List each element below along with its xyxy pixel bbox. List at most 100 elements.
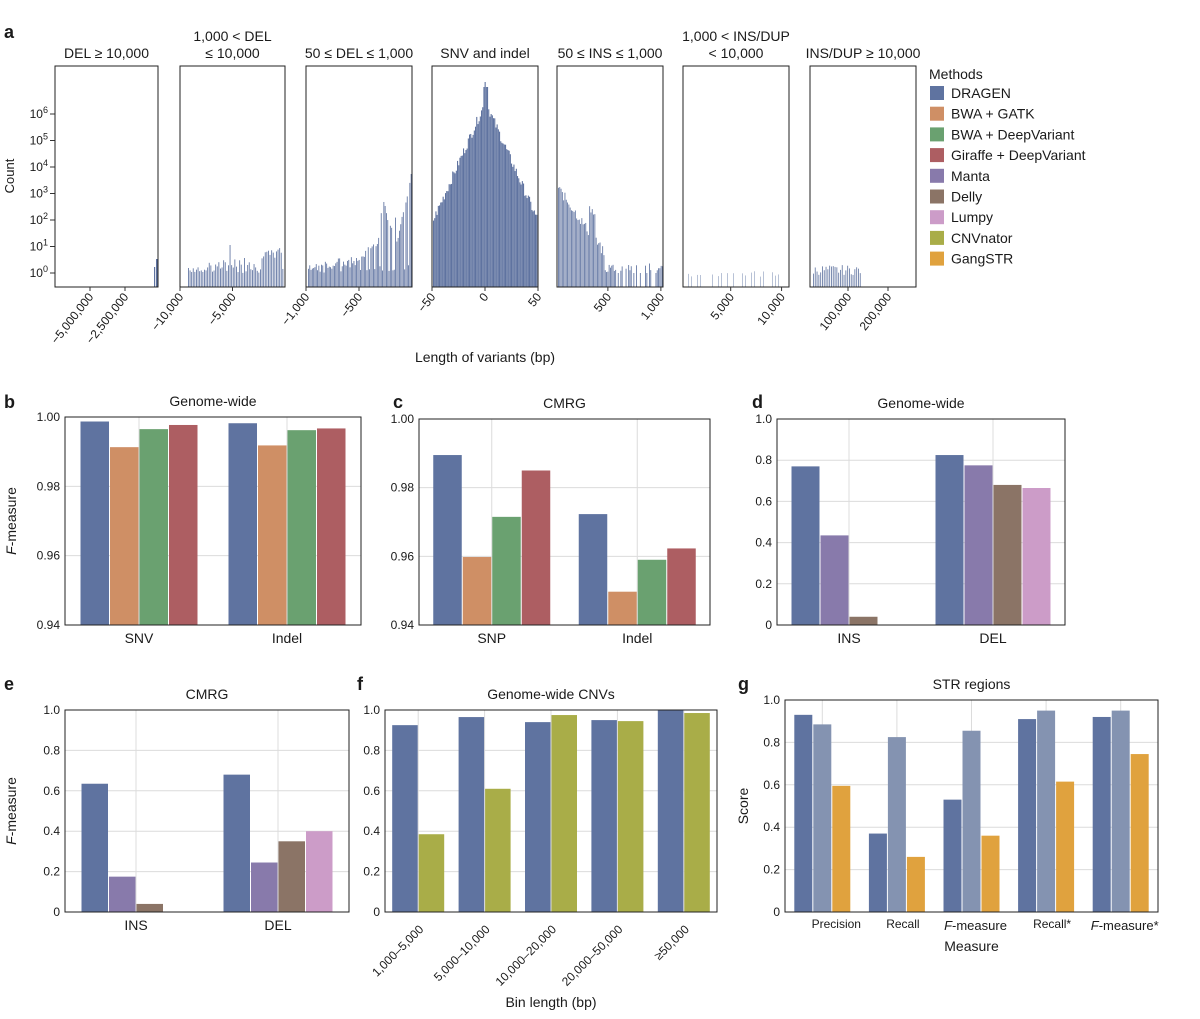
y-tick-label: 0 [373, 905, 380, 919]
tick-exponent: 6 [43, 105, 48, 115]
histogram-bar [457, 160, 459, 287]
panel-title: CMRG [543, 395, 586, 411]
y-axis-label: F-measure [3, 487, 19, 555]
histogram-bar [442, 196, 444, 287]
bar-dragen-1 [791, 466, 820, 625]
histogram-bar [841, 265, 843, 287]
panel-c: c CMRG 0.94 0.96 0.98 1.00 SNP Indel [391, 392, 711, 646]
histogram-bar [453, 172, 455, 287]
histogram-bar [489, 116, 491, 287]
bar-dragen-2 [223, 774, 250, 912]
bar-cnvnator-2 [485, 788, 511, 912]
histogram-bar [571, 210, 572, 287]
histogram-bar [324, 261, 326, 287]
histogram-bar [221, 267, 223, 287]
histogram-bar [268, 250, 269, 287]
histogram-bar [321, 264, 322, 287]
histogram-bar [567, 202, 568, 287]
category-label: DEL [979, 630, 1006, 646]
histogram-bar [376, 244, 378, 287]
bar-delly-2 [278, 841, 305, 912]
histogram-bar [383, 201, 385, 287]
histogram-bar [197, 267, 199, 287]
histogram-bar [357, 260, 359, 287]
bar-dragen-1 [433, 455, 462, 625]
histogram-bar [382, 270, 383, 287]
histogram-bar [204, 269, 205, 287]
histogram-bar [484, 82, 486, 287]
histogram-bar [836, 267, 838, 287]
histogram-bar [240, 264, 242, 287]
histogram-bar [266, 251, 268, 287]
histogram-bar [763, 271, 764, 287]
histogram-bar [366, 270, 368, 287]
x-tick-label: −50 [415, 290, 439, 315]
plot-frame [64, 709, 350, 913]
y-tick-label: 0.8 [363, 743, 380, 757]
tick-exponent: 2 [43, 211, 48, 221]
bar-dragen-1 [794, 714, 813, 912]
histogram-bar [832, 266, 834, 287]
histogram-bar [518, 178, 520, 287]
histogram-bar [477, 124, 479, 287]
bar-cnvnator-5 [684, 713, 710, 912]
histogram-bar [358, 259, 360, 287]
histogram-bar [370, 248, 372, 287]
legend-label: BWA + GATK [951, 106, 1035, 122]
legend-label: GangSTR [951, 251, 1013, 267]
histogram-bar [345, 265, 347, 287]
bar-dragen-light--3 [962, 730, 981, 912]
histogram-bar [213, 270, 215, 287]
histogram-bar [260, 269, 261, 287]
histogram-bar [367, 247, 369, 287]
histogram-bar [778, 274, 779, 287]
histogram-bar [825, 266, 827, 287]
histogram-bar [604, 270, 606, 287]
histogram-bar [207, 267, 209, 287]
y-tick-label: 0.96 [391, 549, 415, 563]
histogram-bar [248, 262, 250, 287]
histogram-bar [772, 272, 773, 287]
histogram-bar [379, 266, 381, 287]
histogram-bar [396, 241, 398, 287]
histogram-bar [400, 224, 402, 287]
histogram-bar [584, 223, 585, 287]
histogram-bar [371, 246, 373, 287]
histogram-bar [662, 266, 663, 287]
y-tick-label: 0.8 [763, 735, 780, 749]
histogram-bar [242, 272, 244, 287]
histogram-bar [859, 273, 861, 287]
y-tick-label: 0.94 [391, 618, 415, 632]
tick-exponent: 5 [43, 132, 48, 142]
histogram-bar [587, 235, 589, 287]
histogram-bar [362, 256, 364, 287]
histogram-bar [560, 188, 562, 287]
histogram-bar [527, 195, 529, 287]
tick-exponent: 4 [43, 158, 48, 168]
histogram-bar [336, 261, 338, 287]
histogram-bar [231, 265, 233, 287]
panel-title: Genome-wide CNVs [487, 686, 615, 702]
x-tick-label: −10,000 [148, 290, 186, 333]
histogram-bar [485, 87, 487, 287]
x-tick-label: −5,000 [205, 290, 239, 328]
category-label: 20,000–50,000 [559, 922, 626, 989]
panel-letter: f [357, 674, 364, 694]
bar-dragen-5 [657, 710, 684, 912]
histogram-bar [574, 210, 576, 287]
y-tick-label: 0.8 [755, 453, 772, 467]
x-tick-label: −1,000 [279, 290, 313, 328]
histogram-bar [595, 237, 597, 287]
histogram-bar [353, 260, 355, 287]
bar-bwa-deepvariant-1 [492, 516, 521, 625]
histogram-bar [502, 143, 504, 287]
histogram-bar [280, 252, 282, 287]
histogram-bar [834, 266, 836, 287]
y-tick-label: 0.2 [363, 865, 380, 879]
histogram-bar [636, 265, 637, 287]
subpanel-7: INS/DUP ≥ 10,000 100,000 200,000 [806, 45, 921, 333]
histogram-bar [388, 270, 390, 287]
bar-dragen-light--5 [1111, 710, 1130, 912]
histogram-bar [458, 165, 460, 287]
